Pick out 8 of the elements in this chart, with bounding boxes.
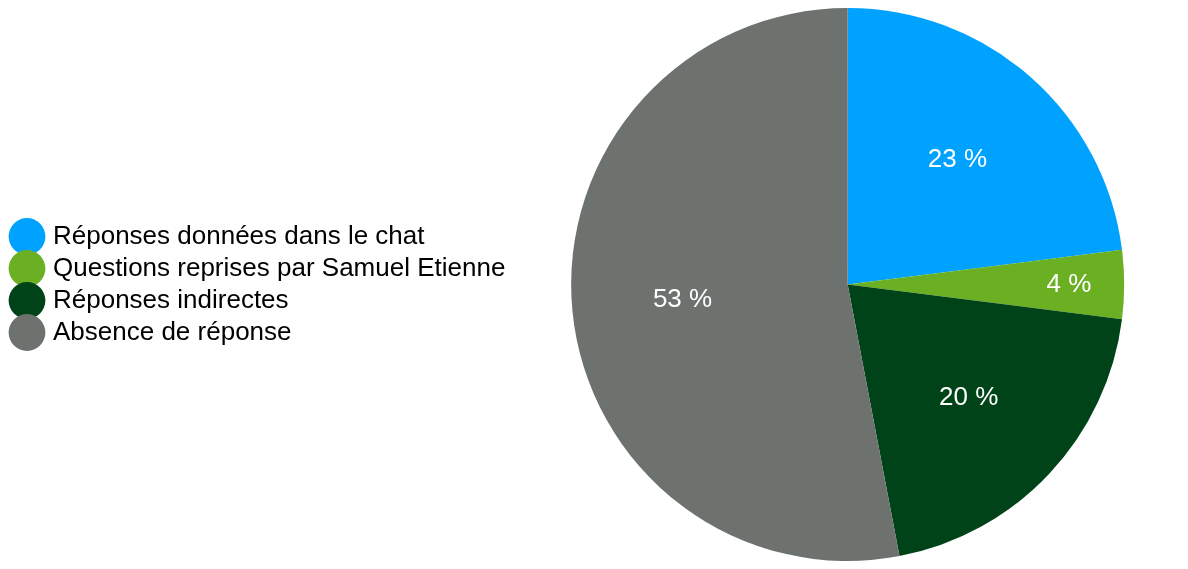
data-label: 20 % [938,381,999,412]
legend-label: Réponses données dans le chat [53,219,426,250]
data-label: 53 % [652,283,713,314]
legend-label: Questions reprises par Samuel Etienne [53,251,506,282]
legend-label: Absence de réponse [53,315,292,346]
data-label: 4 % [1046,267,1092,298]
legend-label: Réponses indirectes [53,283,289,314]
data-label: 23 % [927,143,988,174]
